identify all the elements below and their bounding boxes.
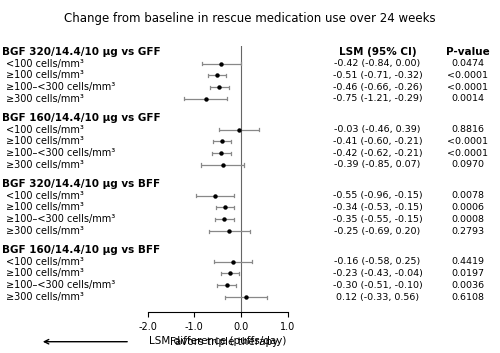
- X-axis label: LSM difference (puffs/day): LSM difference (puffs/day): [149, 336, 286, 346]
- Text: -0.16 (-0.58, 0.25): -0.16 (-0.58, 0.25): [334, 257, 420, 266]
- Text: ≥100–<300 cells/mm³: ≥100–<300 cells/mm³: [6, 148, 115, 158]
- Text: -0.03 (-0.46, 0.39): -0.03 (-0.46, 0.39): [334, 125, 421, 134]
- Text: ≥100–<300 cells/mm³: ≥100–<300 cells/mm³: [6, 214, 115, 224]
- Text: 0.0197: 0.0197: [451, 269, 484, 278]
- Text: 0.0008: 0.0008: [451, 215, 484, 224]
- Text: 0.0014: 0.0014: [451, 95, 484, 103]
- Text: 0.2793: 0.2793: [451, 227, 484, 235]
- Text: ≥300 cells/mm³: ≥300 cells/mm³: [6, 160, 84, 170]
- Text: 0.8816: 0.8816: [451, 125, 484, 134]
- Text: ≥100 cells/mm³: ≥100 cells/mm³: [6, 203, 84, 213]
- Text: -0.46 (-0.66, -0.26): -0.46 (-0.66, -0.26): [332, 83, 422, 92]
- Text: 0.6108: 0.6108: [451, 293, 484, 301]
- Text: 0.12 (-0.33, 0.56): 0.12 (-0.33, 0.56): [336, 293, 419, 301]
- Text: -0.35 (-0.55, -0.15): -0.35 (-0.55, -0.15): [332, 215, 422, 224]
- Text: -0.34 (-0.53, -0.15): -0.34 (-0.53, -0.15): [332, 203, 422, 212]
- Text: -0.30 (-0.51, -0.10): -0.30 (-0.51, -0.10): [332, 281, 422, 290]
- Text: 0.0036: 0.0036: [451, 281, 484, 290]
- Text: -0.42 (-0.62, -0.21): -0.42 (-0.62, -0.21): [332, 149, 422, 158]
- Text: -0.23 (-0.43, -0.04): -0.23 (-0.43, -0.04): [332, 269, 422, 278]
- Text: BGF 320/14.4/10 μg vs GFF: BGF 320/14.4/10 μg vs GFF: [2, 47, 161, 57]
- Text: -0.75 (-1.21, -0.29): -0.75 (-1.21, -0.29): [332, 95, 422, 103]
- Text: -0.42 (-0.84, 0.00): -0.42 (-0.84, 0.00): [334, 59, 420, 68]
- Text: <0.0001: <0.0001: [447, 71, 488, 80]
- Text: 0.0006: 0.0006: [451, 203, 484, 212]
- Text: ≥300 cells/mm³: ≥300 cells/mm³: [6, 292, 84, 302]
- Text: -0.25 (-0.69, 0.20): -0.25 (-0.69, 0.20): [334, 227, 420, 235]
- Text: ≥300 cells/mm³: ≥300 cells/mm³: [6, 226, 84, 236]
- Text: <0.0001: <0.0001: [447, 137, 488, 146]
- Text: <0.0001: <0.0001: [447, 149, 488, 158]
- Text: LSM (95% CI): LSM (95% CI): [338, 47, 416, 57]
- Text: -0.51 (-0.71, -0.32): -0.51 (-0.71, -0.32): [332, 71, 422, 80]
- Text: -0.39 (-0.85, 0.07): -0.39 (-0.85, 0.07): [334, 161, 420, 169]
- Text: -0.55 (-0.96, -0.15): -0.55 (-0.96, -0.15): [332, 191, 422, 200]
- Text: <100 cells/mm³: <100 cells/mm³: [6, 257, 84, 267]
- Text: ≥100–<300 cells/mm³: ≥100–<300 cells/mm³: [6, 280, 115, 290]
- Text: 0.4419: 0.4419: [451, 257, 484, 266]
- Text: <100 cells/mm³: <100 cells/mm³: [6, 125, 84, 134]
- Text: ≥100 cells/mm³: ≥100 cells/mm³: [6, 136, 84, 146]
- Text: <0.0001: <0.0001: [447, 83, 488, 92]
- Text: BGF 160/14.4/10 μg vs GFF: BGF 160/14.4/10 μg vs GFF: [2, 113, 161, 123]
- Text: ≥100 cells/mm³: ≥100 cells/mm³: [6, 70, 84, 80]
- Text: P-value: P-value: [446, 47, 490, 57]
- Text: BGF 160/14.4/10 μg vs BFF: BGF 160/14.4/10 μg vs BFF: [2, 245, 160, 255]
- Text: ≥300 cells/mm³: ≥300 cells/mm³: [6, 94, 84, 104]
- Text: ≥100–<300 cells/mm³: ≥100–<300 cells/mm³: [6, 82, 115, 92]
- Text: 0.0474: 0.0474: [451, 59, 484, 68]
- Text: BGF 320/14.4/10 μg vs BFF: BGF 320/14.4/10 μg vs BFF: [2, 179, 160, 189]
- Text: Change from baseline in rescue medication use over 24 weeks: Change from baseline in rescue medicatio…: [64, 12, 436, 25]
- Text: Favors triple therapy: Favors triple therapy: [170, 337, 278, 347]
- Text: 0.0078: 0.0078: [451, 191, 484, 200]
- Text: <100 cells/mm³: <100 cells/mm³: [6, 59, 84, 68]
- Text: 0.0970: 0.0970: [451, 161, 484, 169]
- Text: ≥100 cells/mm³: ≥100 cells/mm³: [6, 269, 84, 279]
- Text: <100 cells/mm³: <100 cells/mm³: [6, 191, 84, 201]
- Text: -0.41 (-0.60, -0.21): -0.41 (-0.60, -0.21): [332, 137, 422, 146]
